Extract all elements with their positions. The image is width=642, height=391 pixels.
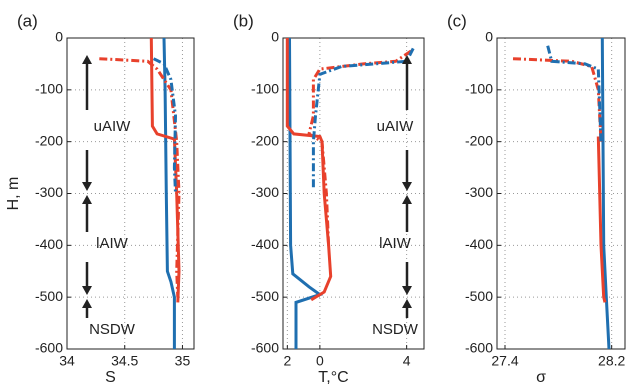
y-tick-label: -300 (251, 184, 279, 200)
x-tick-label: 2 (283, 353, 291, 369)
profile-line (311, 47, 415, 189)
profile-line (285, 38, 333, 302)
x-axis-label: S (105, 369, 116, 386)
arrow-head (402, 299, 412, 308)
y-tick-label: -100 (465, 81, 493, 97)
arrow-head (82, 182, 92, 191)
arrow-head (82, 195, 92, 204)
y-tick-label: -400 (251, 236, 279, 252)
x-tick-label: 34 (59, 353, 75, 369)
y-tick-label: -300 (35, 184, 63, 200)
y-tick-label: -500 (251, 288, 279, 304)
arrow-head (82, 299, 92, 308)
arrow-head (402, 195, 412, 204)
y-tick-label: -500 (465, 288, 493, 304)
x-tick-label: 4 (403, 353, 411, 369)
profile-line (546, 45, 603, 142)
x-tick-label: 35 (175, 353, 191, 369)
water-mass-label: NSDW (89, 321, 136, 338)
profile-line (307, 49, 412, 246)
x-tick-label: 28.2 (598, 353, 625, 369)
y-tick-label: -600 (465, 340, 493, 356)
y-tick-label: -400 (35, 236, 63, 252)
x-axis-label: T,°C (318, 369, 348, 386)
profile-line (596, 136, 607, 303)
arrow-head (402, 286, 412, 295)
arrow-head (402, 182, 412, 191)
plot-frame (496, 37, 626, 350)
x-tick-label: 27.4 (491, 353, 518, 369)
y-tick-label: -200 (251, 132, 279, 148)
y-tick-label: -600 (35, 340, 63, 356)
y-tick-label: -100 (251, 81, 279, 97)
water-mass-label: lAIW (96, 235, 129, 252)
panel-label: (c) (447, 11, 467, 30)
panel-label: (a) (17, 11, 38, 30)
y-tick-label: -500 (35, 288, 63, 304)
x-tick-label: 0 (316, 353, 324, 369)
arrow-head (402, 55, 412, 64)
plot-frame (282, 37, 425, 350)
y-tick-label: -200 (465, 132, 493, 148)
arrow-head (82, 55, 92, 64)
y-tick-label: -600 (251, 340, 279, 356)
y-tick-label: -400 (465, 236, 493, 252)
water-mass-label: lAIW (379, 235, 412, 252)
y-tick-label: -200 (35, 132, 63, 148)
y-tick-label: 0 (55, 29, 63, 45)
water-mass-label: uAIW (377, 118, 415, 135)
profile-line (162, 37, 176, 349)
x-axis-label: σ (536, 369, 546, 386)
y-tick-label: 0 (271, 29, 279, 45)
y-tick-label: -100 (35, 81, 63, 97)
arrow-head (82, 286, 92, 295)
water-mass-label: uAIW (94, 118, 132, 135)
x-tick-label: 34.5 (111, 353, 138, 369)
y-axis-label: H, m (5, 177, 22, 211)
profile-line (288, 37, 324, 349)
panel-label: (b) (233, 11, 254, 30)
plot-frame (66, 37, 195, 350)
y-tick-label: -300 (465, 184, 493, 200)
water-mass-label: NSDW (372, 321, 419, 338)
profile-line (600, 37, 611, 350)
profile-line (99, 57, 181, 298)
profile-line (512, 57, 603, 142)
y-tick-label: 0 (485, 29, 493, 45)
profile-line (149, 37, 181, 303)
